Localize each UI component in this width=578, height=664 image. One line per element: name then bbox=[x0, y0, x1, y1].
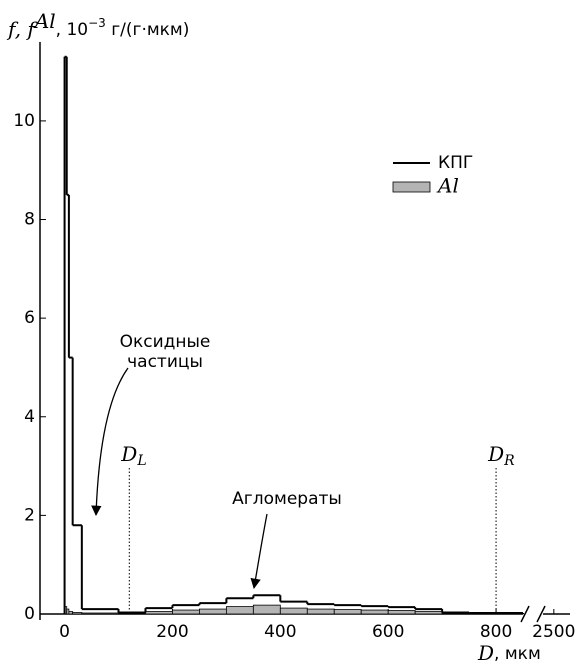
al-bar bbox=[199, 608, 227, 615]
marker-name: D bbox=[487, 442, 504, 466]
x-tick-label: 600 bbox=[372, 622, 404, 642]
legend-label: Al bbox=[436, 174, 459, 198]
al-bar bbox=[387, 610, 416, 615]
axis-break bbox=[536, 605, 546, 623]
marker-label: DR bbox=[487, 442, 515, 470]
y-tick-label: 8 bbox=[24, 210, 35, 230]
x-tick-label: 0 bbox=[59, 622, 70, 642]
x-tick-label: 2500 bbox=[532, 622, 575, 642]
y-label-part: −3 bbox=[88, 16, 106, 30]
al-bar bbox=[225, 606, 254, 615]
x-axis-label: D, мкм bbox=[477, 641, 541, 664]
y-tick-label: 4 bbox=[24, 407, 35, 427]
axis-break bbox=[520, 605, 530, 623]
marker-sub: L bbox=[136, 453, 146, 469]
x-label-part: D bbox=[477, 641, 494, 664]
y-label-part: г/(г·мкм) bbox=[106, 20, 190, 40]
y-tick-label: 10 bbox=[13, 111, 35, 131]
y-axis-label: f, fAl, 10−3 г/(г·мкм) bbox=[6, 9, 189, 41]
x-tick-label: 800 bbox=[480, 622, 512, 642]
legend-swatch bbox=[392, 181, 431, 193]
y-label-part: Al bbox=[33, 9, 56, 33]
legend-label: КПГ bbox=[438, 153, 473, 173]
al-bar bbox=[172, 609, 200, 615]
al-bar bbox=[333, 609, 362, 615]
x-label-part: , мкм bbox=[494, 644, 541, 664]
al-bar bbox=[360, 609, 389, 615]
al-bar bbox=[279, 607, 308, 615]
y-label-part: f, f bbox=[6, 17, 38, 41]
annotation: Оксидные bbox=[120, 332, 211, 352]
al-bar bbox=[252, 604, 281, 615]
annotation: частицы bbox=[127, 352, 203, 372]
marker-name: D bbox=[120, 442, 137, 466]
marker-label: DL bbox=[120, 442, 146, 470]
x-tick-label: 400 bbox=[264, 622, 296, 642]
x-tick-label: 200 bbox=[156, 622, 188, 642]
al-bar bbox=[72, 612, 83, 615]
y-label-part: , 10 bbox=[56, 20, 88, 40]
y-tick-label: 2 bbox=[24, 505, 35, 525]
al-bar bbox=[414, 611, 443, 615]
arrow bbox=[250, 513, 268, 590]
y-tick-label: 6 bbox=[24, 308, 35, 328]
al-bar bbox=[68, 611, 74, 615]
al-bar bbox=[145, 611, 173, 615]
annotation: Агломераты bbox=[232, 489, 342, 509]
marker-sub: R bbox=[503, 453, 515, 469]
al-bar bbox=[306, 608, 335, 615]
al-bar bbox=[81, 612, 119, 615]
arrow bbox=[91, 367, 129, 517]
y-tick-label: 0 bbox=[24, 604, 35, 624]
